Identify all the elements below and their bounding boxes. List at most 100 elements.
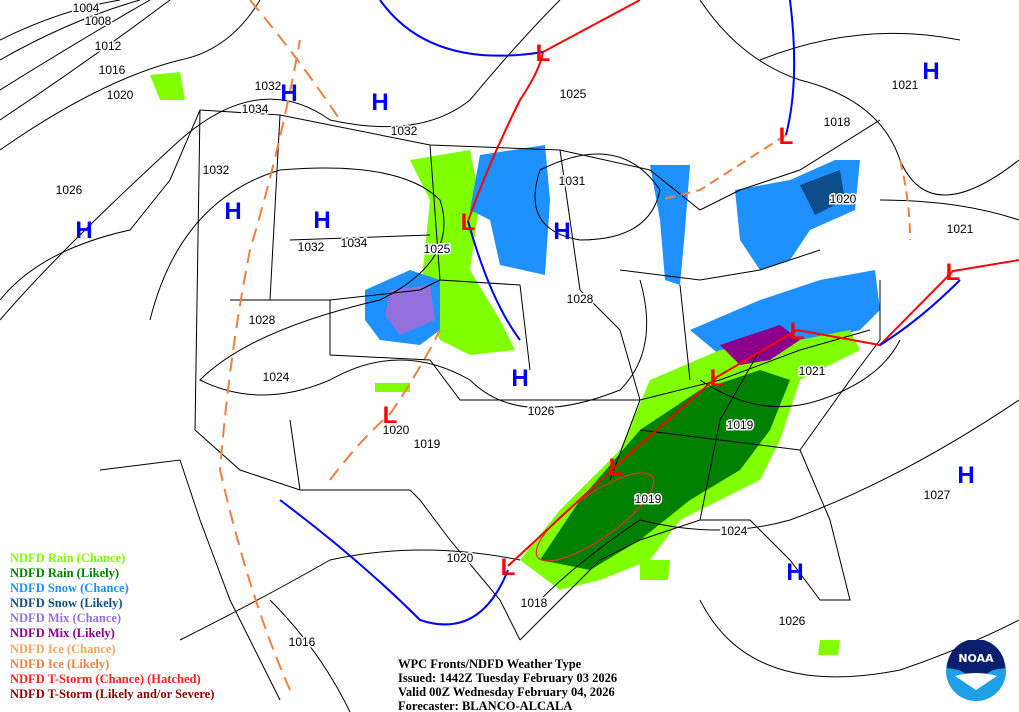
precipitation-areas (150, 72, 880, 655)
isobar-label: 1021 (892, 78, 919, 92)
isobar-label: 1032 (203, 163, 230, 177)
isobar-line (759, 32, 961, 61)
isobar-label: 1028 (249, 313, 276, 327)
legend: NDFD Rain (Chance) NDFD Rain (Likely) NDFD… (10, 551, 214, 702)
isobar-label: 1026 (56, 183, 83, 197)
border-line (679, 284, 691, 381)
low-pressure-center: L (536, 40, 551, 67)
border-line (699, 349, 761, 521)
cold-front (785, 0, 796, 136)
isobar-label: 1020 (447, 551, 474, 565)
forecaster: Forecaster: BLANCO-ALCALA (398, 699, 573, 712)
isobar-label: 1008 (85, 14, 112, 28)
isobar-label: 1016 (99, 63, 126, 77)
map-title: WPC Fronts/NDFD Weather Type (398, 657, 582, 671)
isobar-label: 1004 (73, 1, 100, 15)
legend-item: NDFD Rain (Chance) (10, 551, 126, 565)
precip-area (385, 285, 435, 335)
precip-area (150, 72, 185, 100)
isobar-label: 1025 (424, 242, 451, 256)
precip-area (375, 383, 410, 392)
isobar-line (149, 167, 648, 409)
high-pressure-center: H (313, 207, 330, 234)
isobar-line (0, 0, 151, 91)
high-pressure-center: H (280, 80, 297, 107)
low-pressure-center: L (946, 259, 961, 286)
low-pressure-center: L (710, 365, 725, 392)
legend-item: NDFD Mix (Chance) (10, 611, 122, 626)
isobar-label: 1021 (947, 222, 974, 236)
isobar-line (699, 339, 901, 408)
isobar-label: 1024 (263, 370, 290, 384)
fronts (218, 0, 1019, 691)
isobar-label: 1032 (391, 124, 418, 138)
isobar-label: 1020 (830, 192, 857, 206)
isobar-label: 1024 (721, 524, 748, 538)
isobar-line (0, 0, 561, 321)
isobar-label: 1012 (95, 39, 122, 53)
isobar-label: 1028 (567, 292, 594, 306)
isobar-label: 1027 (924, 488, 951, 502)
cold-front (379, 0, 544, 57)
border-line (194, 109, 521, 641)
isobar-label: 1034 (242, 102, 269, 116)
legend-item: NDFD T-Storm (Likely and/or Severe) (10, 686, 215, 701)
trough-line (249, 0, 341, 121)
legend-item: NDFD Ice (Likely) (10, 656, 110, 671)
trough-line (218, 39, 301, 691)
isobar-line (539, 399, 1019, 601)
precip-area (650, 165, 690, 285)
map-info: WPC Fronts/NDFD Weather Type Issued: 144… (398, 657, 617, 712)
warm-front (467, 0, 641, 222)
isobar-label: 1020 (383, 423, 410, 437)
isobar-label: 1031 (559, 174, 586, 188)
tstorm-outline (535, 472, 655, 562)
low-pressure-center: L (501, 554, 516, 581)
border-line (639, 429, 801, 451)
legend-item: NDFD Ice (Chance) (10, 641, 116, 656)
border-line (329, 279, 441, 301)
pressure-centers: H H H H H H H H H H L L L L L L L L L (75, 40, 974, 586)
isobar-label: 1021 (799, 364, 826, 378)
legend-item: NDFD T-Storm (Chance) (Hatched) (10, 671, 201, 686)
low-pressure-center: L (383, 402, 398, 429)
high-pressure-center: H (224, 198, 241, 225)
cold-front (879, 279, 961, 346)
isobar-label: 1025 (560, 87, 587, 101)
high-pressure-center: H (957, 462, 974, 489)
isobar-line (0, 0, 171, 121)
warm-front (507, 259, 1019, 567)
trough-line (899, 159, 911, 241)
legend-item: NDFD Snow (Likely) (10, 596, 123, 611)
high-pressure-center: H (511, 365, 528, 392)
legend-item: NDFD Mix (Likely) (10, 626, 115, 641)
isobar-label: 1019 (414, 437, 441, 451)
precip-area (735, 160, 860, 270)
precip-area (800, 170, 845, 215)
isobar-line (0, 0, 121, 41)
legend-item: NDFD Snow (Chance) (10, 581, 129, 596)
border-line (289, 234, 431, 241)
noaa-logo-icon: NOAA (946, 640, 1006, 701)
high-pressure-center: H (75, 217, 92, 244)
isobar-label: 1034 (341, 236, 368, 250)
isobar-label: 1018 (521, 596, 548, 610)
border-line (540, 329, 871, 401)
isobar-label: 1019 (635, 492, 662, 506)
legend-item: NDFD Rain (Likely) (10, 566, 120, 581)
isobar-line (269, 599, 351, 712)
border-line (0, 109, 881, 301)
issued-time: Issued: 1442Z Tuesday February 03 2026 (398, 671, 618, 685)
low-pressure-center: L (609, 454, 624, 481)
isobar-line (179, 549, 521, 641)
isobar-label: 1026 (779, 614, 806, 628)
isobar-line (0, 0, 141, 61)
precip-area (818, 640, 840, 655)
isobar-line (0, 0, 261, 151)
trough-line (659, 134, 787, 201)
low-pressure-center: L (461, 209, 476, 236)
high-pressure-center: H (786, 559, 803, 586)
